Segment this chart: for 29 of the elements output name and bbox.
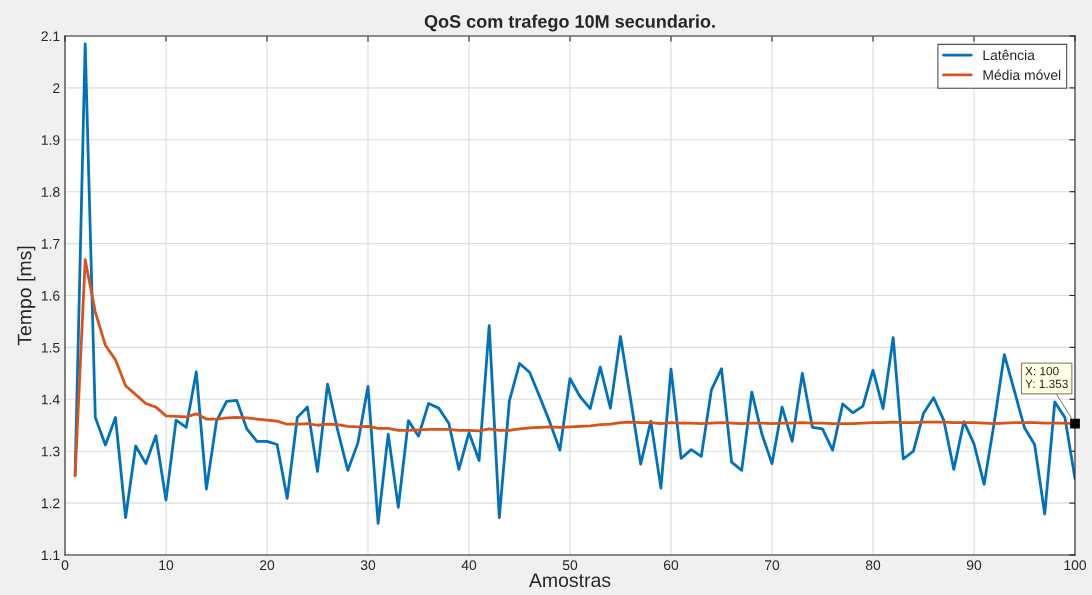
x-tick-label: 60 [663,560,679,571]
x-tick-label: 50 [562,560,578,571]
x-tick-label: 20 [259,560,275,571]
line-series [73,42,1075,525]
y-tick-label: 1.5 [41,342,60,353]
x-tick-label: 40 [461,560,477,571]
legend-label: Média móvel [983,69,1061,80]
y-tick-label: 1.1 [41,550,60,561]
y-tick-label: 1.7 [41,239,60,249]
y-tick-label: 1.6 [41,290,60,301]
x-tick-label: 10 [159,560,174,571]
x-tick-label: 70 [764,560,780,571]
chart-title: QoS com trafego 10M secundario. [424,14,715,32]
y-tick-label: 2 [53,83,60,93]
x-tick-label: 0 [61,560,69,571]
y-tick-label: 1.2 [41,498,60,509]
x-tick-label: 90 [966,560,982,571]
y-tick-label: 1.4 [41,394,60,405]
y-tick-label: 1.3 [41,446,60,457]
y-axis-title: Tempo [ms] [17,246,36,346]
x-tick-label: 30 [360,560,376,571]
x-axis-title: Amostras [528,573,611,588]
annotation: X: 100 Y: 1.353 [1025,366,1068,389]
y-tick-label: 1.8 [41,187,60,197]
legend-label: Latência [983,49,1035,61]
x-tick-label: 100 [1064,560,1087,571]
y-tick-label: 2.1 [41,31,60,42]
y-tick-label: 1.9 [41,135,60,145]
x-tick-label: 80 [865,560,881,571]
